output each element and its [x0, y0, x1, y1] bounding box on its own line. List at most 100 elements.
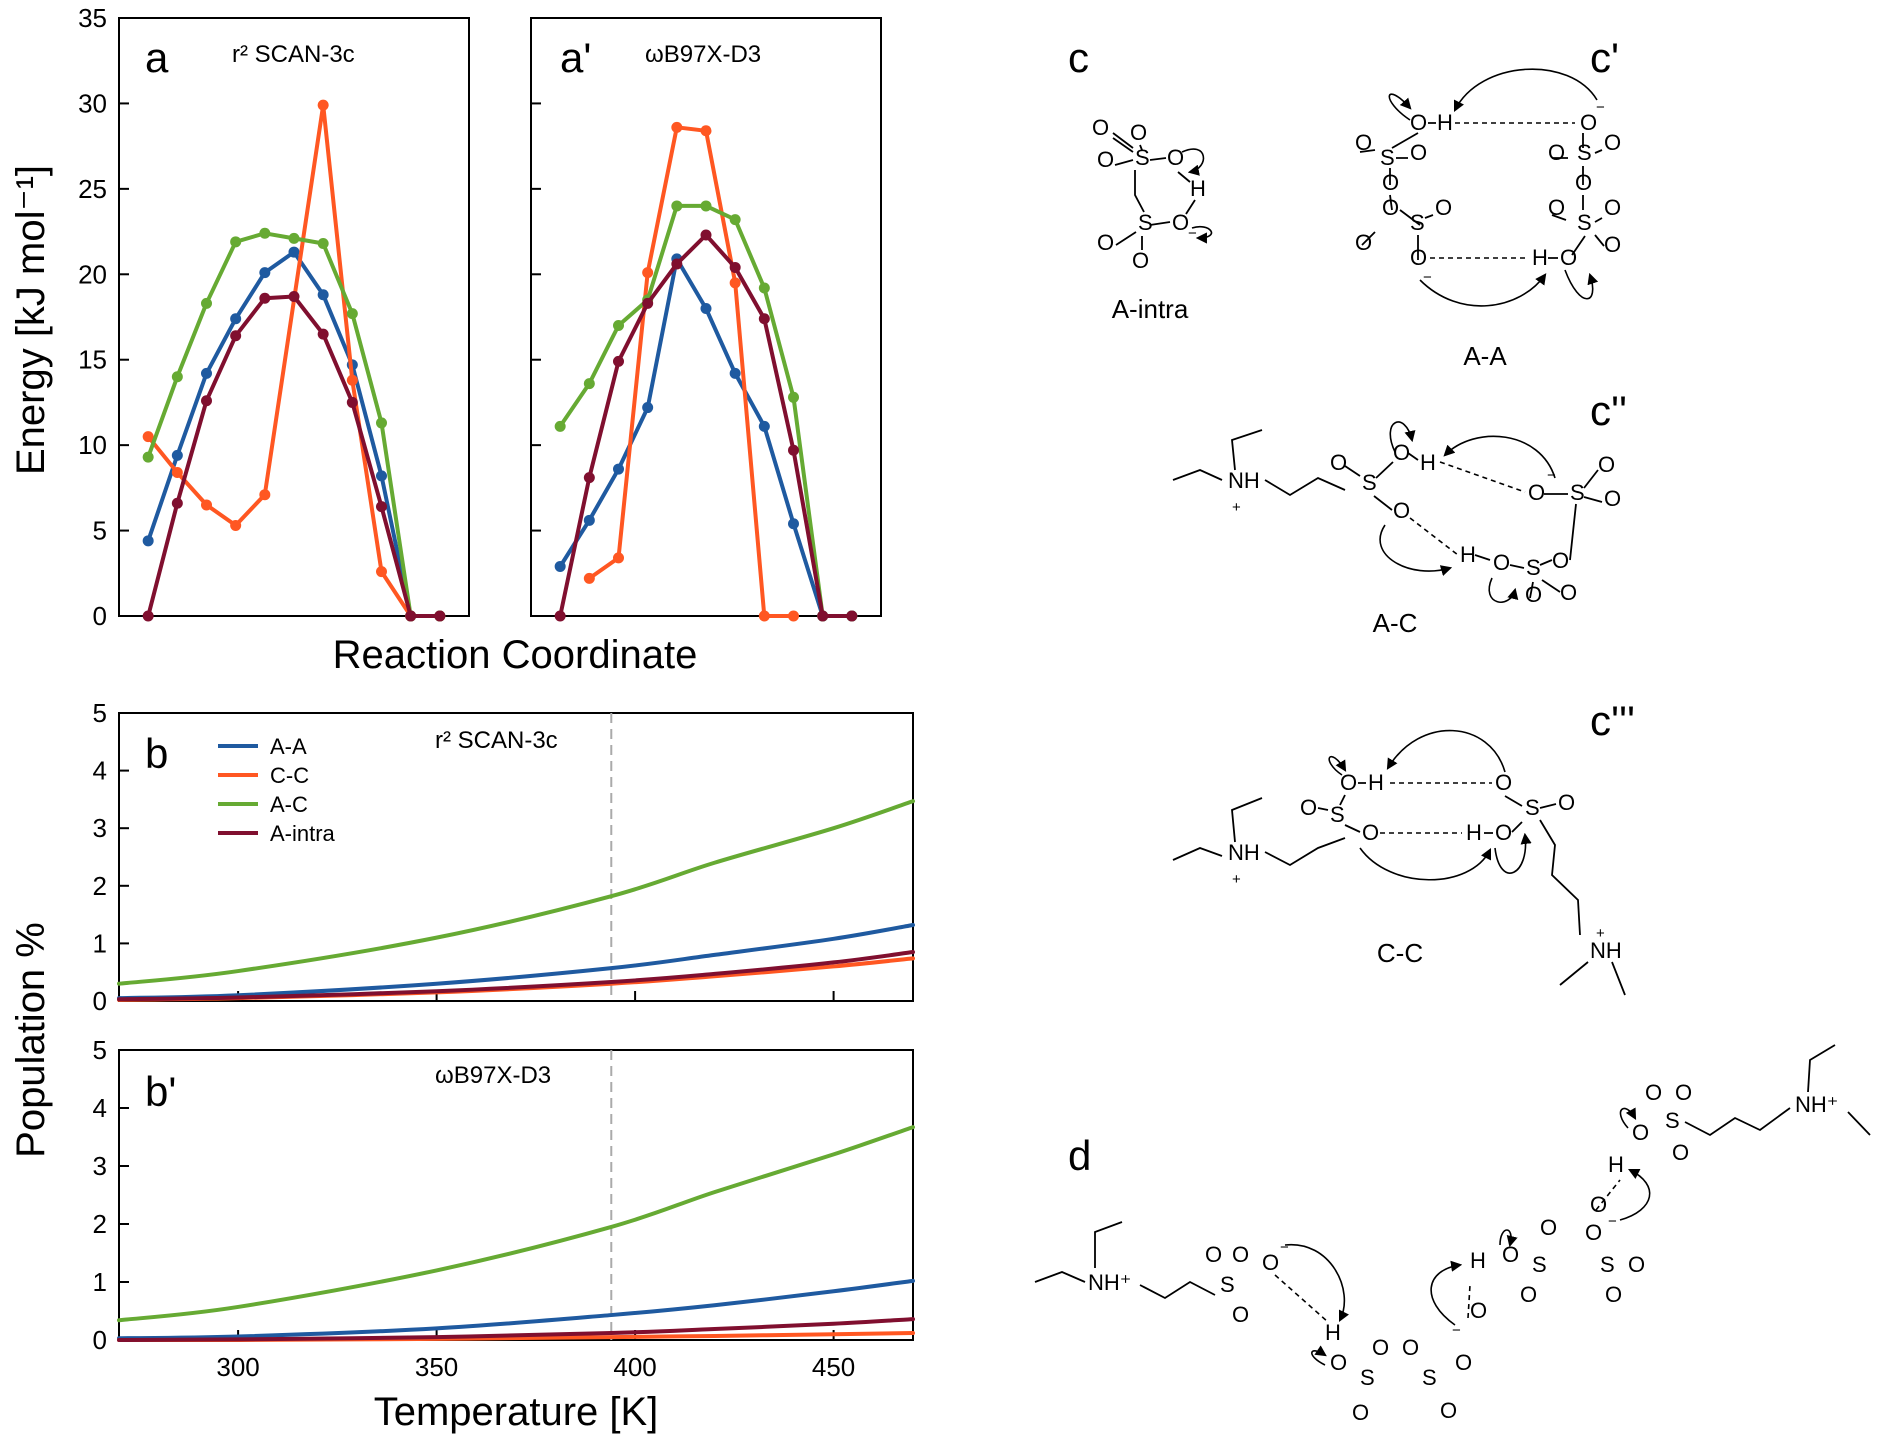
y-tick-label: 2 [93, 871, 107, 901]
mechanism-schemes: c O O S O O H S O − O O A-intra c' O H O… [1034, 34, 1871, 1425]
curved-arrow [1488, 577, 1519, 603]
population-axis-label: Population % [9, 922, 53, 1158]
bonds [1172, 429, 1346, 497]
series-a-intra-point [288, 290, 300, 302]
atom-o: O [1440, 1398, 1457, 1423]
bonds [1344, 452, 1603, 599]
curved-arrow [1359, 847, 1492, 881]
panel-b-legend: A-A C-C A-C A-intra [218, 734, 336, 846]
scheme-c-prime-label: c' [1590, 34, 1619, 81]
series-c-c-point [201, 499, 212, 511]
curved-arrow [1181, 148, 1205, 176]
bonds [1034, 1221, 1216, 1300]
series-c-c-point [729, 277, 741, 289]
series-a-c-line [117, 799, 915, 986]
atom-o: O [1585, 1220, 1602, 1245]
atom-o: O [1493, 550, 1510, 575]
y-tick-label: 20 [78, 259, 107, 289]
series-a-intra-line [117, 950, 915, 1002]
scheme-d-chain: d NH⁺ S O O O − O H O S O O S O O O O − … [1034, 1044, 1871, 1425]
panel-a-series [142, 99, 446, 622]
series-a-a-point [376, 470, 387, 482]
series-c-c-point [171, 466, 183, 478]
atom-s: S [1422, 1365, 1437, 1390]
series-c-c-point [317, 99, 329, 111]
series-c-c-point [642, 267, 654, 279]
series-a-c-point [613, 320, 624, 332]
series-a-intra-point [671, 258, 683, 270]
series-a-intra-point [554, 610, 566, 622]
series-a-a-point [758, 420, 770, 432]
atom-o: O [1262, 1250, 1279, 1275]
atom-o: O [1590, 1192, 1607, 1217]
curved-arrow [1328, 756, 1347, 776]
atom-o: O [1604, 232, 1621, 257]
atom-h: H [1368, 770, 1384, 795]
atom-o: O [1435, 195, 1452, 220]
series-a-intra-point [434, 610, 446, 622]
atom-nh: NH [1590, 938, 1622, 963]
atom-h: H [1190, 176, 1206, 201]
series-a-c-point [758, 282, 770, 294]
atom-o: O [1382, 195, 1399, 220]
series-a-intra-point [788, 444, 799, 456]
legend-label-c-c: C-C [270, 763, 309, 788]
atom-o: O [1528, 480, 1545, 505]
series-a-intra-point [317, 328, 329, 340]
curved-arrow [1499, 1229, 1518, 1248]
charge-minus: − [1547, 467, 1556, 484]
y-tick-label: 5 [93, 1035, 107, 1065]
curved-arrow [1388, 93, 1412, 121]
atom-s: S [1532, 1252, 1547, 1277]
bonds [1317, 782, 1626, 996]
panel-b-prime-y-ticks: 0 1 2 3 4 5 [93, 1035, 129, 1355]
series-a-a-point [288, 246, 300, 258]
series-c-c-point [259, 489, 271, 501]
x-tick-label: 350 [415, 1352, 458, 1382]
atom-o: O [1455, 1350, 1472, 1375]
series-a-a-point [142, 535, 154, 547]
atom-o: O [1300, 795, 1317, 820]
series-a-intra-point [758, 313, 770, 325]
panel-b-prime-series [117, 1125, 915, 1343]
y-tick-label: 5 [93, 698, 107, 728]
atom-o: O [1402, 1335, 1419, 1360]
series-a-c-point [554, 420, 566, 432]
series-c-c-line [587, 125, 796, 618]
series-c-c-point [788, 610, 799, 622]
series-a-c-point [671, 200, 683, 212]
scheme-c-label: c [1068, 34, 1089, 81]
atom-o: O [1598, 452, 1615, 477]
series-a-c-point [317, 238, 329, 250]
atom-nh: NH [1228, 840, 1260, 865]
curved-arrow [1443, 435, 1556, 479]
series-a-c-point [346, 308, 358, 320]
panel-a-y-ticks: 0 5 10 15 20 25 30 35 [78, 3, 129, 631]
panel-b-prime-method: ωB97X-D3 [435, 1062, 551, 1089]
series-a-a-point [700, 302, 712, 314]
atom-o: O [1525, 582, 1542, 607]
atom-o: O [1470, 1298, 1487, 1323]
atom-o: O [1372, 1335, 1389, 1360]
charge-minus: − [1608, 1213, 1617, 1230]
atom-s: S [1360, 1365, 1375, 1390]
panel-b-frame [118, 712, 914, 1002]
curved-arrow [1564, 269, 1599, 300]
panel-a-frame [118, 17, 470, 617]
panel-b-series [117, 799, 915, 1002]
bonds [1172, 797, 1346, 867]
hydrogen-bonds [1274, 1179, 1621, 1323]
scheme-d-label: d [1068, 1132, 1091, 1179]
atom-o: O [1410, 110, 1427, 135]
y-tick-label: 4 [93, 756, 107, 786]
series-a-c-line [558, 203, 854, 618]
curved-arrow [1389, 421, 1416, 453]
series-c-c-point [230, 519, 242, 531]
series-a-c-point [288, 232, 300, 244]
series-a-a-point [583, 514, 595, 526]
temperature-axis-label: Temperature [K] [374, 1390, 659, 1434]
curved-arrow [1311, 1345, 1327, 1366]
atom-o: O [1645, 1080, 1662, 1105]
panel-a-prime-energy-wb97xd3: a' ωB97X-D3 [530, 17, 882, 622]
atom-s: S [1665, 1108, 1680, 1133]
